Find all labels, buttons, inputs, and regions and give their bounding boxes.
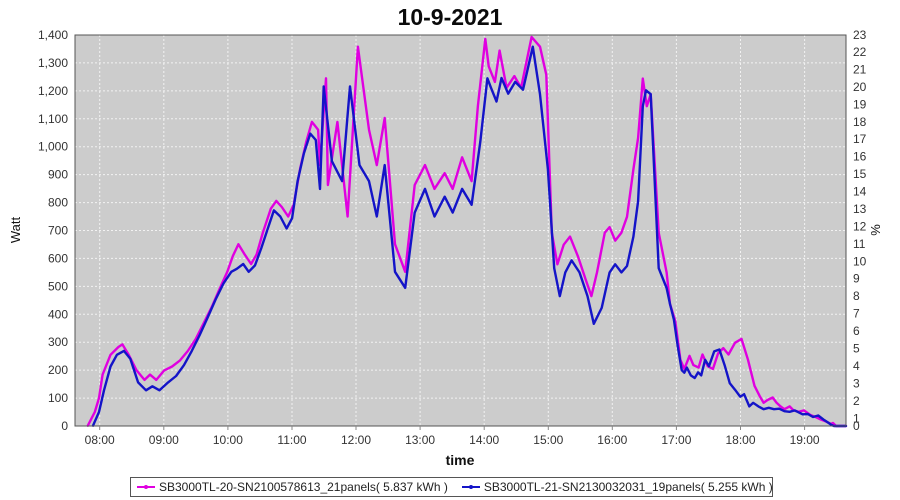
svg-text:500: 500 <box>48 279 68 293</box>
svg-text:4: 4 <box>853 359 860 373</box>
svg-text:11:00: 11:00 <box>277 433 306 447</box>
svg-text:12: 12 <box>853 219 867 233</box>
svg-text:5: 5 <box>853 342 860 356</box>
svg-text:16: 16 <box>853 150 867 164</box>
svg-text:08:00: 08:00 <box>85 433 115 447</box>
svg-text:8: 8 <box>853 289 860 303</box>
svg-text:14: 14 <box>853 185 867 199</box>
svg-text:14:00: 14:00 <box>469 433 499 447</box>
svg-text:600: 600 <box>48 251 68 265</box>
svg-text:0: 0 <box>853 419 860 433</box>
svg-text:22: 22 <box>853 45 867 59</box>
svg-text:700: 700 <box>48 224 68 238</box>
svg-text:6: 6 <box>853 324 860 338</box>
svg-text:15:00: 15:00 <box>533 433 563 447</box>
svg-text:13: 13 <box>853 202 867 216</box>
svg-text:900: 900 <box>48 168 68 182</box>
svg-text:%: % <box>868 224 883 236</box>
svg-text:19:00: 19:00 <box>790 433 820 447</box>
svg-text:2: 2 <box>853 394 860 408</box>
svg-text:10:00: 10:00 <box>213 433 243 447</box>
svg-text:18: 18 <box>853 115 867 129</box>
svg-text:time: time <box>446 452 475 468</box>
svg-text:1,200: 1,200 <box>38 84 68 98</box>
svg-text:21: 21 <box>853 63 867 77</box>
svg-text:20: 20 <box>853 80 867 94</box>
svg-text:100: 100 <box>48 391 68 405</box>
svg-text:11: 11 <box>853 237 866 251</box>
svg-text:Watt: Watt <box>8 216 23 243</box>
svg-text:18:00: 18:00 <box>725 433 755 447</box>
svg-text:9: 9 <box>853 272 860 286</box>
svg-text:12:00: 12:00 <box>341 433 371 447</box>
svg-text:1,300: 1,300 <box>38 56 68 70</box>
svg-text:3: 3 <box>853 376 860 390</box>
svg-text:15: 15 <box>853 167 867 181</box>
svg-text:19: 19 <box>853 97 867 111</box>
svg-text:400: 400 <box>48 307 68 321</box>
svg-text:0: 0 <box>61 419 68 433</box>
svg-text:1,100: 1,100 <box>38 112 68 126</box>
svg-text:200: 200 <box>48 363 68 377</box>
svg-text:1,000: 1,000 <box>38 140 68 154</box>
svg-text:16:00: 16:00 <box>597 433 627 447</box>
svg-text:10: 10 <box>853 254 867 268</box>
svg-text:17:00: 17:00 <box>661 433 691 447</box>
svg-text:09:00: 09:00 <box>149 433 179 447</box>
svg-text:800: 800 <box>48 196 68 210</box>
svg-text:7: 7 <box>853 307 860 321</box>
svg-text:300: 300 <box>48 335 68 349</box>
svg-text:13:00: 13:00 <box>405 433 435 447</box>
svg-text:17: 17 <box>853 132 867 146</box>
